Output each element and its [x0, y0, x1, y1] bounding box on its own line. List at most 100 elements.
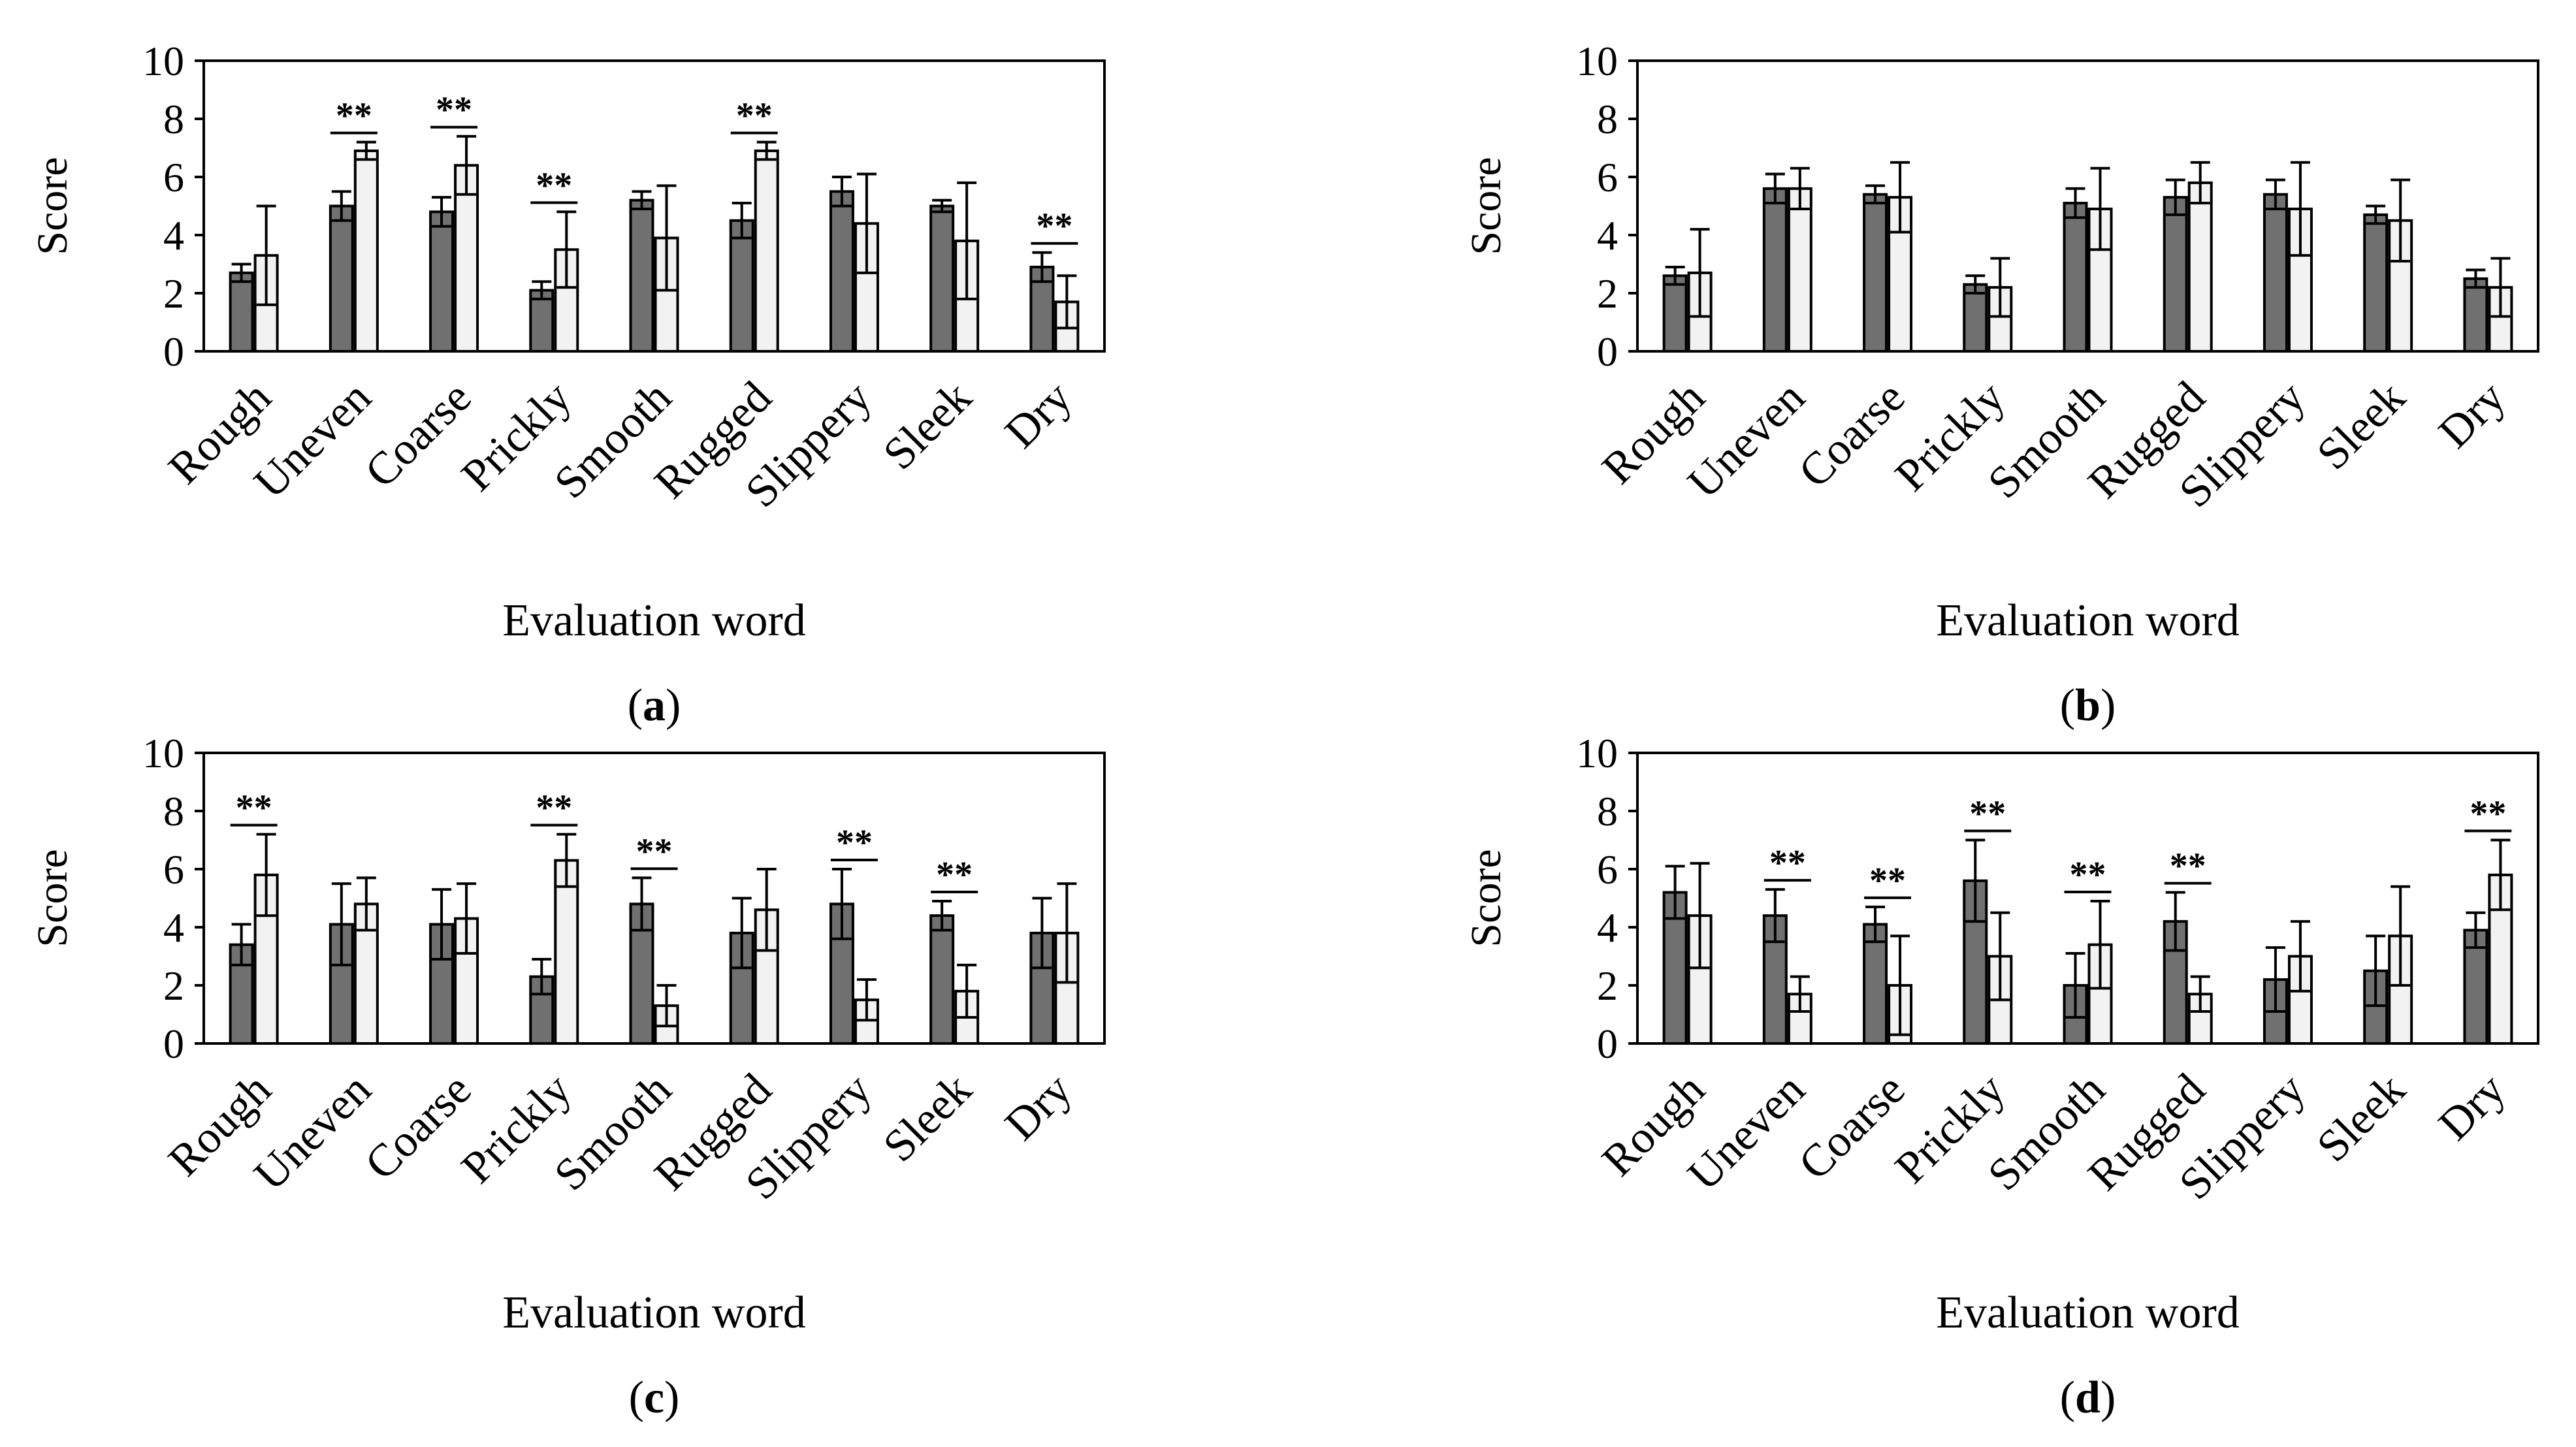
significance-marker: ** — [336, 96, 372, 136]
bar-dark-coarse — [1863, 923, 1888, 1045]
significance-marker: ** — [1036, 206, 1072, 247]
y-tick-label: 4 — [1597, 212, 1618, 259]
y-tick-label: 6 — [163, 154, 184, 200]
significance-marker: ** — [536, 165, 572, 206]
x-tick-label-dry: Dry — [2429, 1064, 2515, 1150]
bar-light-prickly — [554, 859, 579, 1045]
bar-dark-coarse — [1863, 193, 1888, 353]
x-tick-label-coarse: Coarse — [355, 1064, 481, 1190]
y-tick-label: 4 — [163, 212, 184, 259]
significance-marker: ** — [1969, 794, 2006, 835]
x-tick-label-sleek: Sleek — [874, 1064, 981, 1171]
x-tick-label-coarse: Coarse — [355, 372, 481, 498]
x-axis-label: Evaluation word — [502, 1288, 806, 1338]
y-tick-label: 2 — [163, 962, 184, 1009]
panel-label-open: ( — [2060, 680, 2075, 731]
bar-dark-sleek — [2363, 213, 2389, 353]
panel-c: 0246810ScoreRoughUnevenCoarsePricklySmoo… — [29, 730, 1106, 1423]
significance-marker: ** — [436, 90, 472, 131]
bar-dark-rugged — [2163, 196, 2188, 353]
y-tick-label: 2 — [163, 270, 184, 317]
panel-d: 0246810ScoreRoughUnevenCoarsePricklySmoo… — [1462, 730, 2539, 1423]
significance-marker: ** — [2470, 794, 2506, 835]
bar-dark-uneven — [329, 204, 354, 353]
bar-dark-rugged — [729, 219, 754, 353]
y-tick-label: 6 — [163, 846, 184, 893]
y-tick-label: 4 — [163, 904, 184, 951]
x-tick-label-coarse: Coarse — [1789, 1064, 1914, 1190]
x-tick-label-dry: Dry — [995, 372, 1081, 458]
y-tick-label: 6 — [1597, 154, 1618, 200]
significance-marker: ** — [636, 831, 673, 872]
bar-light-rugged — [2187, 181, 2213, 353]
panel-label-letter: d — [2075, 1373, 2101, 1423]
x-tick-label-sleek: Sleek — [2308, 372, 2415, 479]
bar-dark-smooth — [629, 199, 654, 353]
panel-label-close: ) — [666, 680, 681, 731]
panel-label-letter: b — [2075, 680, 2101, 731]
significance-marker: ** — [2070, 855, 2106, 895]
bar-light-uneven — [1787, 187, 1812, 353]
bar-light-uneven — [353, 149, 379, 353]
panel-a: 0246810ScoreRoughUnevenCoarsePricklySmoo… — [29, 38, 1106, 731]
x-tick-label-dry: Dry — [995, 1064, 1081, 1150]
panel-label: (b) — [2060, 680, 2116, 731]
significance-marker: ** — [936, 855, 973, 895]
panel-label-close: ) — [664, 1373, 679, 1423]
y-tick-label: 10 — [1576, 38, 1618, 84]
bar-dark-sleek — [929, 914, 955, 1045]
significance-marker: ** — [836, 823, 873, 863]
y-tick-label: 6 — [1597, 846, 1618, 893]
bar-dark-rough — [1662, 274, 1688, 353]
bar-dark-uneven — [1762, 187, 1788, 353]
significance-marker: ** — [236, 788, 272, 829]
panel-b: 0246810ScoreRoughUnevenCoarsePricklySmoo… — [1462, 38, 2539, 731]
x-tick-label-sleek: Sleek — [874, 372, 981, 479]
panel-label: (a) — [628, 680, 681, 731]
bar-dark-smooth — [2063, 202, 2088, 353]
bar-dark-dry — [2463, 277, 2488, 353]
x-tick-label-dry: Dry — [2429, 372, 2515, 458]
panel-label-open: ( — [628, 680, 643, 731]
y-tick-label: 2 — [1597, 962, 1618, 1009]
bar-dark-slippery — [2262, 193, 2288, 353]
significance-marker: ** — [1769, 843, 1806, 883]
y-tick-label: 0 — [163, 328, 184, 375]
y-tick-label: 0 — [163, 1021, 184, 1067]
y-tick-label: 2 — [1597, 270, 1618, 317]
panel-label: (d) — [2060, 1373, 2116, 1423]
bar-dark-prickly — [1963, 283, 1988, 353]
x-tick-label-sleek: Sleek — [2308, 1064, 2415, 1171]
significance-marker: ** — [736, 96, 773, 136]
bar-dark-sleek — [929, 204, 955, 353]
y-axis-label: Score — [1462, 849, 1510, 947]
y-tick-label: 0 — [1597, 328, 1618, 375]
bar-dark-rough — [229, 271, 254, 353]
y-tick-label: 8 — [163, 96, 184, 142]
y-axis-label: Score — [29, 849, 76, 947]
panel-label-letter: c — [644, 1373, 664, 1423]
y-tick-label: 4 — [1597, 904, 1618, 951]
panel-label-open: ( — [2060, 1373, 2075, 1423]
significance-marker: ** — [536, 788, 572, 829]
y-tick-label: 0 — [1597, 1021, 1618, 1067]
x-axis-label: Evaluation word — [1936, 596, 2240, 646]
panel-label: (c) — [629, 1373, 680, 1423]
x-axis-label: Evaluation word — [502, 596, 806, 646]
x-tick-label-coarse: Coarse — [1789, 372, 1914, 498]
y-axis-label: Score — [1462, 157, 1510, 255]
significance-marker: ** — [1869, 861, 1906, 901]
x-axis-label: Evaluation word — [1936, 1288, 2240, 1338]
bar-dark-slippery — [829, 190, 854, 353]
bar-light-rugged — [754, 149, 779, 353]
y-tick-label: 8 — [1597, 96, 1618, 142]
bar-light-dry — [1054, 931, 1080, 1045]
panel-label-open: ( — [629, 1373, 644, 1423]
bar-dark-coarse — [429, 210, 455, 353]
panel-label-letter: a — [643, 680, 666, 731]
significance-marker: ** — [2170, 846, 2206, 887]
panel-label-close: ) — [2101, 680, 2116, 731]
y-tick-label: 10 — [142, 730, 184, 776]
